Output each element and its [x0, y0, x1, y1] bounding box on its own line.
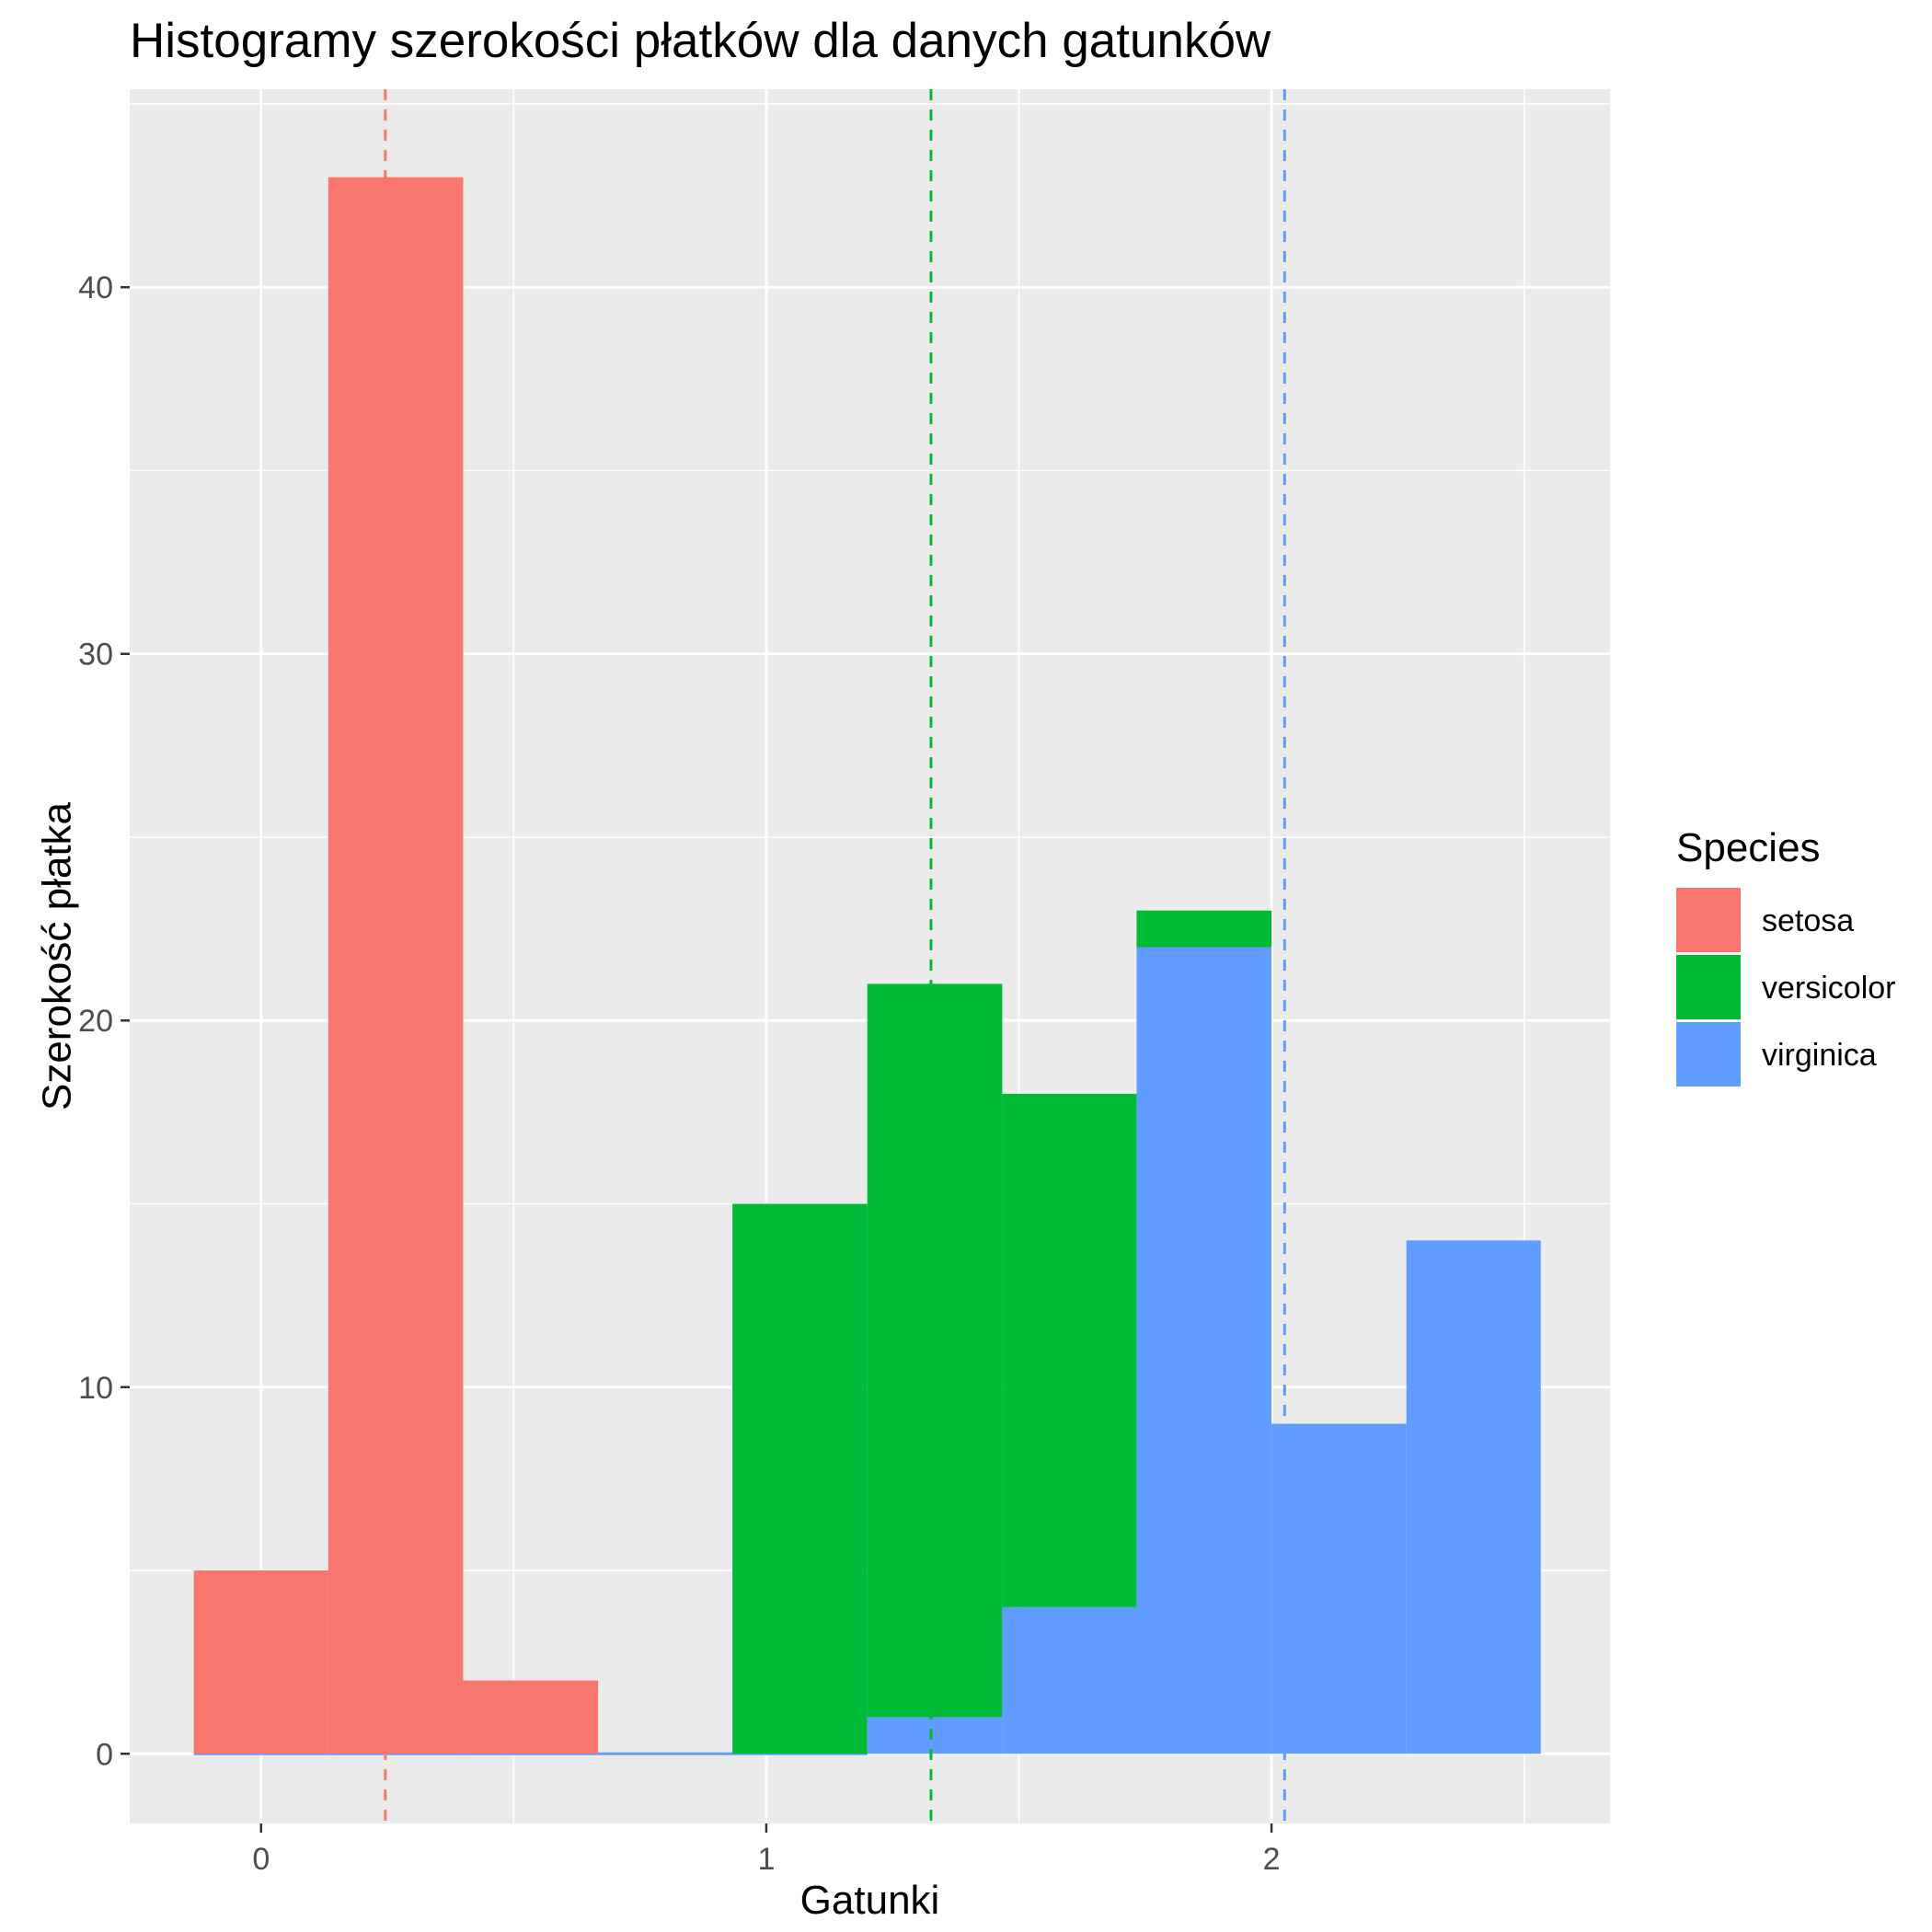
bar-virginica: [867, 1717, 1003, 1754]
bar-versicolor: [867, 983, 1003, 1718]
chart-title: Histogramy szerokości płatków dla danych…: [130, 14, 1271, 68]
legend: Species setosa versicolor virginica: [1676, 825, 1895, 1087]
x-axis: 0 1 2: [252, 1823, 1281, 1877]
histogram-bars: [193, 177, 1541, 1755]
bar-setosa: [328, 177, 464, 1754]
legend-label-virginica: virginica: [1762, 1038, 1877, 1073]
bar-versicolor: [1136, 910, 1272, 948]
mean-lines: [384, 89, 1286, 1823]
bar-setosa: [463, 1680, 599, 1754]
x-tick-label: 1: [757, 1842, 775, 1877]
bar-virginica: [1271, 1423, 1407, 1754]
bar-setosa: [193, 1570, 328, 1754]
y-tick-label: 40: [78, 270, 113, 305]
legend-label-versicolor: versicolor: [1762, 971, 1895, 1006]
bar-virginica: [1002, 1606, 1137, 1754]
x-axis-title: Gatunki: [800, 1878, 940, 1923]
y-axis: 0 10 20 30 40: [78, 270, 130, 1772]
x-tick-label: 0: [252, 1842, 270, 1877]
y-axis-title: Szerokość płatka: [34, 801, 79, 1110]
y-tick-label: 30: [78, 638, 113, 673]
bar-virginica: [1406, 1240, 1541, 1754]
bar-versicolor: [1002, 1093, 1137, 1607]
bar-virginica: [1136, 947, 1272, 1754]
y-tick-label: 0: [96, 1737, 113, 1772]
legend-label-setosa: setosa: [1762, 903, 1854, 938]
y-tick-label: 20: [78, 1004, 113, 1039]
x-tick-label: 2: [1263, 1842, 1281, 1877]
y-tick-label: 10: [78, 1371, 113, 1406]
legend-title: Species: [1676, 825, 1821, 870]
bar-versicolor: [732, 1203, 868, 1754]
